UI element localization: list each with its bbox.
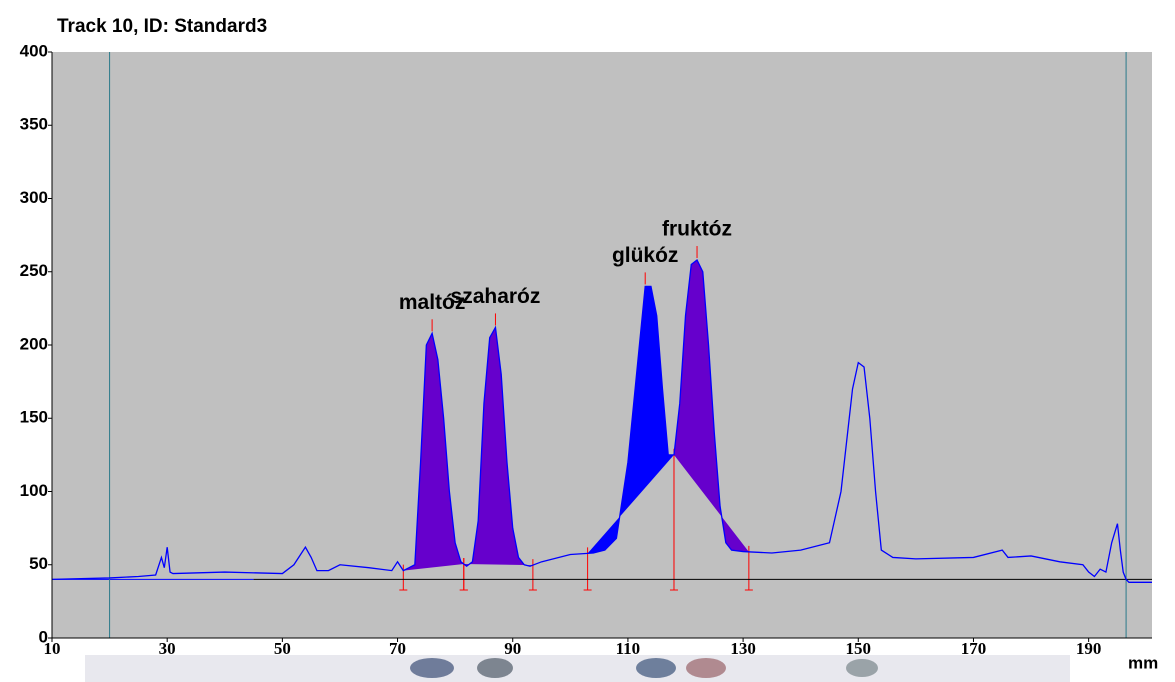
y-tick-label: 250: [20, 261, 48, 280]
x-tick-label: 90: [504, 639, 521, 658]
peak-bound: [583, 547, 592, 591]
y-tick-label: 200: [20, 334, 48, 353]
x-tick-label: 170: [961, 639, 987, 658]
x-tick-label: 190: [1076, 639, 1102, 658]
y-tick-label: 350: [20, 115, 48, 134]
peak-label: szaharóz: [451, 285, 541, 308]
y-tick-label: 300: [20, 188, 48, 207]
peak-bound: [399, 564, 408, 591]
peak-bound: [528, 559, 537, 591]
peak-bound: [744, 545, 753, 591]
x-tick-label: 130: [730, 639, 756, 658]
x-tick-label: 10: [44, 639, 61, 658]
peak-area: [673, 260, 749, 552]
peak-label: maltóz: [399, 291, 466, 314]
peak-area: [587, 286, 674, 554]
x-axis-label: mm: [1128, 653, 1158, 672]
y-tick-label: 400: [20, 41, 48, 60]
x-tick-label: 110: [616, 639, 641, 658]
peak-label: fruktóz: [662, 218, 732, 241]
y-tick-label: 50: [29, 554, 48, 573]
tlc-strip: [85, 655, 1070, 682]
signal-line: [51, 259, 1152, 583]
peak-bound: [669, 448, 678, 591]
y-tick-label: 0: [39, 627, 48, 646]
peak-area: [463, 327, 533, 567]
x-tick-label: 150: [846, 639, 872, 658]
y-tick-label: 100: [20, 481, 48, 500]
x-tick-label: 30: [159, 639, 176, 658]
peak-label: glükóz: [612, 244, 679, 267]
x-tick-label: 70: [389, 639, 406, 658]
x-tick-label: 50: [274, 639, 291, 658]
chart-title: Track 10, ID: Standard3: [57, 16, 267, 37]
y-tick-label: 150: [20, 408, 48, 427]
